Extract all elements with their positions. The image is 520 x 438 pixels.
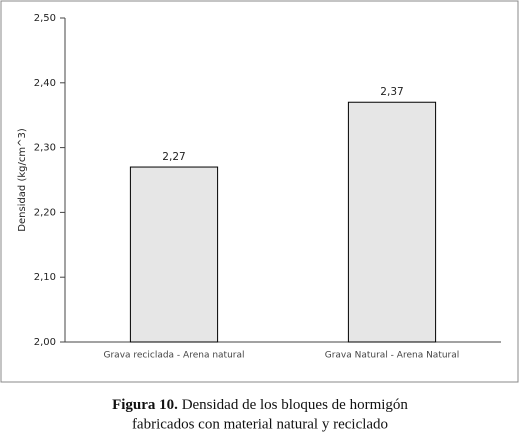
caption-line-2: fabricados con material natural y recicl… bbox=[132, 416, 388, 432]
y-tick-label: 2,40 bbox=[34, 78, 56, 89]
x-tick-label: Grava Natural - Arena Natural bbox=[325, 351, 460, 361]
x-tick-label: Grava reciclada - Arena natural bbox=[104, 351, 245, 361]
bar bbox=[347, 101, 437, 343]
y-tick-label: 2,20 bbox=[34, 207, 56, 218]
caption-line-1: Figura 10. Densidad de los bloques de ho… bbox=[112, 397, 408, 413]
bar bbox=[129, 166, 219, 343]
y-tick-label: 2,10 bbox=[34, 272, 56, 283]
y-axis-label: Densidad (kg/cm^3) bbox=[17, 128, 28, 232]
y-tick-label: 2,30 bbox=[34, 143, 56, 154]
value-label: 2,27 bbox=[162, 151, 185, 163]
y-tick-label: 2,00 bbox=[34, 337, 56, 348]
y-tick-label: 2,50 bbox=[34, 13, 56, 24]
caption-text: Densidad de los bloques de hormigón bbox=[182, 397, 409, 413]
chart-frame bbox=[0, 0, 519, 383]
value-label: 2,37 bbox=[380, 86, 403, 98]
caption-label: Figura 10. bbox=[112, 397, 178, 413]
